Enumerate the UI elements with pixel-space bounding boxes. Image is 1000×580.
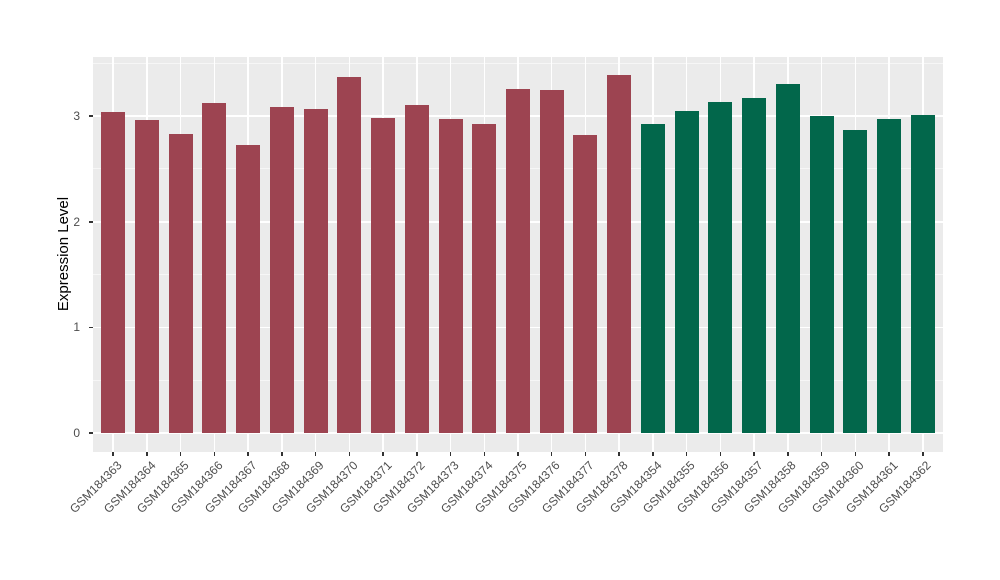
x-tick-mark — [382, 452, 384, 456]
y-tick-mark — [89, 432, 93, 434]
x-tick-mark — [213, 452, 216, 456]
bar-GSM184372 — [404, 104, 429, 433]
bar-GSM184361 — [877, 119, 902, 433]
bar-GSM184354 — [640, 123, 665, 433]
bar-GSM184358 — [775, 84, 800, 433]
x-tick-mark — [247, 452, 249, 456]
bar-GSM184366 — [202, 103, 227, 433]
x-tick-mark — [112, 452, 114, 456]
bar-GSM184368 — [269, 106, 294, 433]
bar-GSM184367 — [236, 144, 261, 433]
x-tick-mark — [550, 452, 553, 456]
bar-GSM184365 — [168, 134, 193, 433]
x-tick-mark — [719, 452, 722, 456]
bar-GSM184355 — [674, 110, 699, 433]
bar-GSM184371 — [371, 118, 396, 433]
plot-panel — [93, 57, 943, 452]
x-tick-mark — [787, 452, 789, 456]
bar-GSM184356 — [708, 102, 733, 433]
y-tick-label: 3 — [73, 109, 80, 124]
x-tick-mark — [854, 452, 857, 456]
bar-GSM184376 — [539, 89, 564, 433]
y-tick-mark — [89, 326, 93, 329]
bar-GSM184362 — [910, 115, 935, 433]
y-tick-label: 2 — [73, 214, 80, 229]
x-tick-mark — [618, 452, 620, 456]
x-tick-mark — [753, 452, 755, 456]
x-tick-mark — [281, 452, 283, 456]
y-tick-label: 1 — [73, 320, 80, 335]
y-tick-mark — [89, 221, 93, 223]
bar-GSM184364 — [134, 120, 159, 433]
x-tick-mark — [888, 452, 890, 456]
x-tick-mark — [584, 452, 587, 456]
x-tick-mark — [179, 452, 182, 456]
x-tick-mark — [820, 452, 823, 456]
bar-GSM184378 — [607, 74, 632, 433]
bar-GSM184359 — [809, 116, 834, 433]
y-tick-label: 0 — [73, 425, 80, 440]
x-tick-mark — [652, 452, 654, 456]
bar-GSM184363 — [101, 111, 126, 433]
x-tick-mark — [348, 452, 351, 456]
bar-GSM184377 — [573, 135, 598, 433]
x-tick-mark — [517, 452, 519, 456]
bar-GSM184373 — [438, 119, 463, 433]
x-tick-mark — [483, 452, 486, 456]
y-tick-mark — [89, 115, 93, 117]
bar-GSM184374 — [472, 123, 497, 433]
y-axis-title: Expression Level — [55, 196, 72, 312]
bar-GSM184360 — [843, 129, 868, 433]
x-tick-mark — [314, 452, 317, 456]
x-tick-mark — [685, 452, 688, 456]
bar-GSM184357 — [742, 98, 767, 433]
x-tick-mark — [922, 452, 924, 456]
bar-GSM184369 — [303, 108, 328, 433]
bar-GSM184370 — [337, 77, 362, 433]
bar-GSM184375 — [506, 88, 530, 433]
x-tick-mark — [449, 452, 452, 456]
x-tick-mark — [146, 452, 148, 456]
x-tick-mark — [416, 452, 418, 456]
